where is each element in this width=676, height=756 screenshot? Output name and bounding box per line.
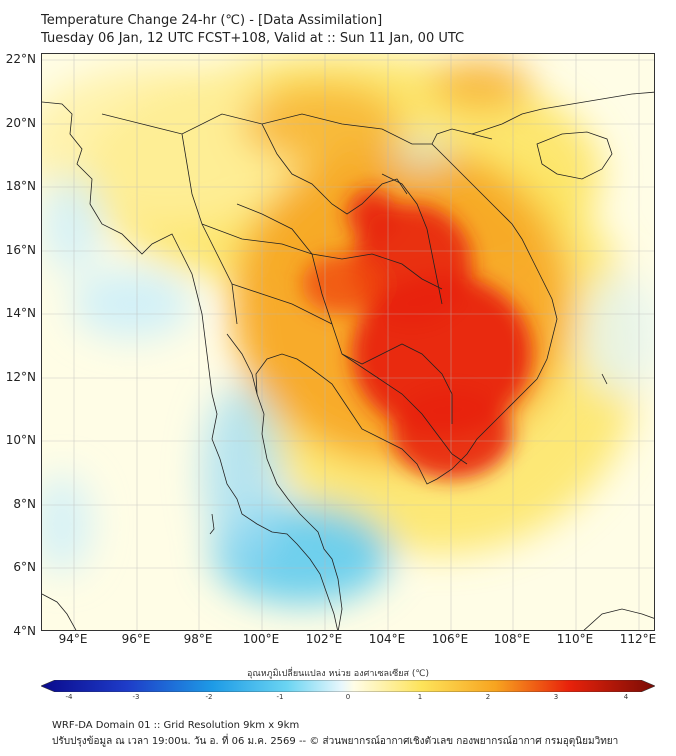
lat-label: 12°N bbox=[5, 370, 36, 384]
lon-label: 102°E bbox=[305, 632, 343, 646]
colorbar-tick: 3 bbox=[553, 693, 559, 701]
lon-label: 100°E bbox=[242, 632, 280, 646]
footer-model-info: WRF-DA Domain 01 :: Grid Resolution 9km … bbox=[52, 720, 300, 731]
lon-label: 106°E bbox=[431, 632, 469, 646]
lon-label: 98°E bbox=[183, 632, 213, 646]
lat-label: 4°N bbox=[13, 624, 36, 638]
footer-credit: ปรับปรุงข้อมูล ณ เวลา 19:00น. วัน อ. ที่… bbox=[52, 736, 619, 747]
lat-label: 10°N bbox=[5, 433, 36, 447]
colorbar-tick: -1 bbox=[276, 693, 284, 701]
lon-label: 104°E bbox=[368, 632, 406, 646]
lat-label: 20°N bbox=[5, 116, 36, 130]
chart-subtitle: Tuesday 06 Jan, 12 UTC FCST+108, Valid a… bbox=[41, 31, 465, 46]
colorbar-tick: 2 bbox=[485, 693, 491, 701]
colorbar-tick: 0 bbox=[345, 693, 351, 701]
map-panel[interactable] bbox=[41, 53, 655, 631]
lon-label: 112°E bbox=[619, 632, 657, 646]
chart-title-block: Temperature Change 24-hr (℃) - [Data Ass… bbox=[41, 12, 464, 48]
lon-label: 110°E bbox=[556, 632, 594, 646]
graticule bbox=[42, 54, 654, 630]
chart-title: Temperature Change 24-hr (℃) - [Data Ass… bbox=[41, 13, 383, 28]
lat-label: 22°N bbox=[5, 52, 36, 66]
lat-label: 14°N bbox=[5, 306, 36, 320]
colorbar bbox=[41, 680, 655, 692]
temperature-change-map bbox=[42, 54, 654, 630]
lon-label: 108°E bbox=[493, 632, 531, 646]
lon-label: 94°E bbox=[58, 632, 88, 646]
lat-label: 8°N bbox=[13, 497, 36, 511]
lat-label: 6°N bbox=[13, 560, 36, 574]
lon-label: 96°E bbox=[121, 632, 151, 646]
lat-label: 16°N bbox=[5, 243, 36, 257]
colorbar-tick: 4 bbox=[623, 693, 629, 701]
colorbar-tick: -3 bbox=[132, 693, 140, 701]
colorbar-tick: 1 bbox=[417, 693, 423, 701]
colorbar-title: อุณหภูมิเปลี่ยนแปลง หน่วย องศาเซลเซียส (… bbox=[246, 669, 430, 679]
colorbar-tick: -2 bbox=[205, 693, 213, 701]
coastlines bbox=[42, 91, 654, 630]
lat-label: 18°N bbox=[5, 179, 36, 193]
colorbar-tick: -4 bbox=[65, 693, 73, 701]
